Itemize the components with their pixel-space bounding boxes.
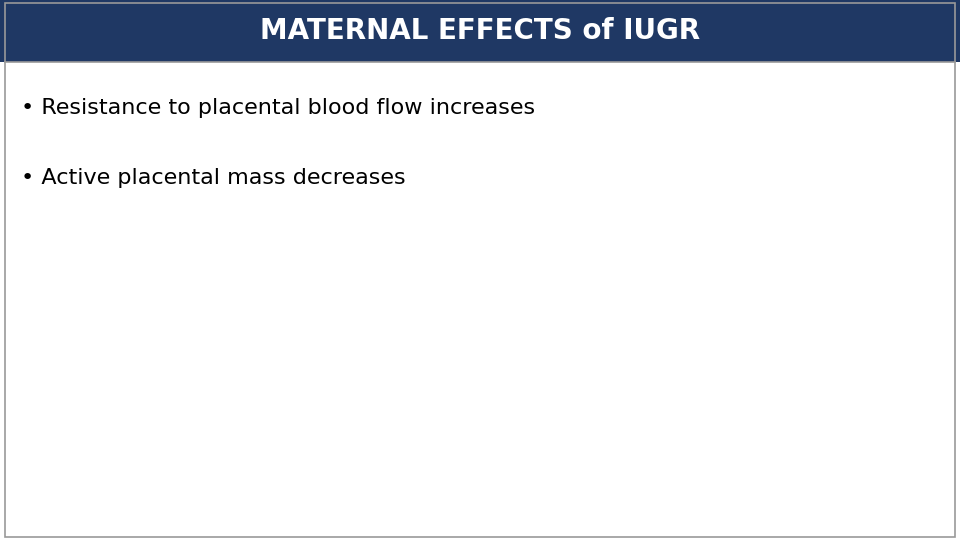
Text: • Active placental mass decreases: • Active placental mass decreases	[21, 168, 406, 188]
FancyBboxPatch shape	[0, 0, 960, 62]
Text: • Resistance to placental blood flow increases: • Resistance to placental blood flow inc…	[21, 98, 536, 118]
Text: MATERNAL EFFECTS of IUGR: MATERNAL EFFECTS of IUGR	[260, 17, 700, 45]
